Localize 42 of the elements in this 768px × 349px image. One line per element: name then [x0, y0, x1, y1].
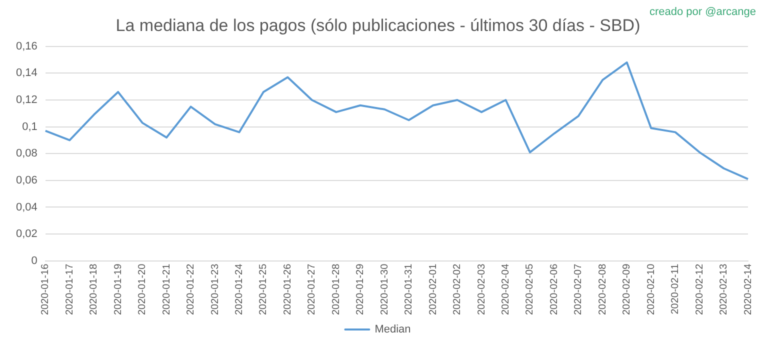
x-tick-label: 2020-01-19	[112, 263, 124, 316]
x-tick-label: 2020-02-04	[500, 263, 512, 316]
x-tick-label: 2020-02-06	[548, 263, 560, 316]
y-tick-label: 0,02	[16, 228, 38, 240]
x-tick-label: 2020-02-09	[622, 263, 633, 316]
x-tick-label: 2020-01-18	[88, 263, 100, 316]
y-tick-label: 0,16	[16, 40, 38, 52]
x-tick-label: 2020-01-30	[379, 263, 390, 316]
x-tick-label: 2020-02-13	[718, 263, 730, 316]
y-tick-label: 0,04	[16, 201, 38, 214]
x-tick-label: 2020-01-28	[330, 263, 342, 316]
text: creado por @arcange	[649, 6, 756, 18]
x-tick-label: 2020-02-10	[646, 263, 657, 316]
x-tick-label: 2020-02-05	[524, 263, 536, 316]
x-tick-label: 2020-02-02	[452, 263, 464, 316]
x-tick-label: 2020-01-20	[137, 263, 148, 316]
x-tick-label: 2020-02-14	[742, 263, 754, 316]
x-tick-label: 2020-01-25	[258, 263, 270, 316]
y-tick-label: 0,14	[16, 67, 38, 80]
x-tick-label: 2020-02-08	[597, 263, 608, 316]
x-tick-label: 2020-01-24	[234, 263, 245, 316]
x-tick-label: 2020-01-17	[64, 263, 76, 316]
x-tick-label: 2020-01-29	[355, 263, 366, 316]
x-tick-label: 2020-02-07	[573, 263, 584, 316]
x-tick-label: 2020-02-03	[476, 263, 488, 316]
x-tick-label: 2020-01-21	[161, 263, 172, 316]
x-tick-label: 2020-01-26	[282, 263, 294, 316]
x-tick-label: 2020-01-27	[306, 263, 318, 316]
x-tick-label: 2020-01-31	[404, 263, 415, 316]
x-tick-label: 2020-02-11	[670, 263, 682, 314]
chart-title: La mediana de los pagos (sólo publicaciones - últimos 30 días - SBD)	[116, 16, 640, 35]
x-tick-label: 2020-01-23	[210, 263, 221, 316]
x-tick-label: 2020-02-01	[428, 263, 439, 316]
x-tick-label: 2020-01-16	[40, 263, 52, 316]
x-tick-label: 2020-01-22	[186, 263, 197, 316]
y-tick-label: 0,1	[22, 120, 38, 133]
legend-label: Median	[374, 324, 411, 336]
y-tick-label: 0,06	[16, 174, 38, 186]
y-tick-label: 0	[31, 254, 38, 267]
y-tick-label: 0,12	[16, 94, 38, 106]
x-tick-label: 2020-02-12	[694, 263, 706, 316]
y-tick-label: 0,08	[16, 148, 38, 160]
